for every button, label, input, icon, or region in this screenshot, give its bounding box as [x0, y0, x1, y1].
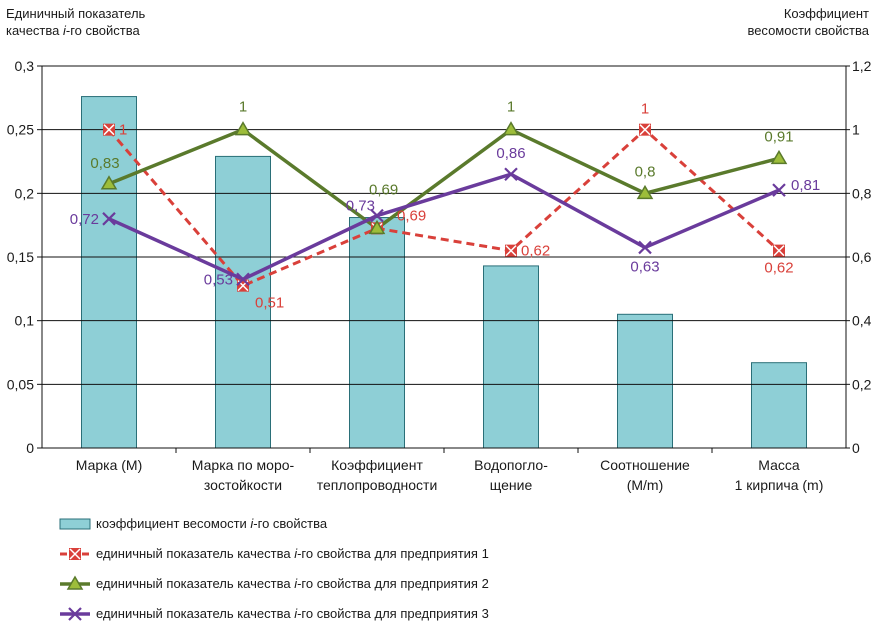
series-point [370, 208, 384, 223]
point-triangle [100, 175, 118, 190]
legend-swatch-bar [59, 518, 91, 530]
series-point [368, 219, 386, 235]
bar [349, 217, 405, 449]
point-triangle [636, 184, 654, 200]
data-label: 0,51 [255, 295, 284, 312]
left-tick-label: 0,3 [15, 58, 35, 74]
left-tick-label: 0,05 [7, 376, 34, 392]
category-label: теплопроводности [317, 477, 438, 493]
point-triangle [234, 121, 252, 136]
right-tick-label: 1 [852, 122, 860, 138]
point-triangle [502, 121, 520, 136]
point-x [638, 240, 652, 255]
series-point [66, 575, 84, 590]
point-x [370, 208, 384, 223]
category-label: Марка (М) [76, 457, 143, 473]
bar [483, 265, 539, 449]
series-point [636, 184, 654, 200]
category-label: Масса [758, 457, 800, 473]
category-label: щение [490, 477, 533, 493]
data-label: 1 [507, 99, 515, 116]
category-label: (М/m) [627, 477, 664, 493]
left-tick-label: 0,1 [15, 313, 35, 329]
series-point [237, 279, 249, 292]
category-label: Соотношение [600, 457, 690, 473]
left-tick-label: 0,2 [15, 185, 35, 201]
right-tick-label: 0,4 [852, 313, 872, 329]
series-line [107, 128, 781, 288]
data-label: 0,69 [397, 207, 426, 224]
left-axis-title: Единичный показатель качества i-го свойс… [6, 5, 145, 39]
data-label: 0,81 [791, 177, 820, 194]
series-point [69, 548, 81, 560]
series-point [502, 121, 520, 136]
data-label: 1 [119, 122, 127, 139]
right-tick-label: 0,8 [852, 185, 872, 201]
series-point [68, 607, 82, 621]
point-triangle [770, 149, 788, 165]
left-axis-title-line1: Единичный показатель [6, 6, 146, 21]
point-cross [69, 548, 81, 560]
series-line [108, 127, 780, 231]
category-label: Коэффициент [331, 457, 423, 473]
right-axis-title-line1: Коэффициент [783, 6, 869, 21]
point-cross [639, 124, 651, 136]
bar [215, 155, 271, 449]
series-point [639, 123, 651, 136]
bar [81, 96, 137, 449]
data-label: 0,53 [204, 271, 233, 288]
data-label: 0,91 [764, 128, 793, 145]
data-label: 0,63 [630, 258, 659, 275]
bar [617, 313, 673, 449]
series-point [638, 240, 652, 255]
data-label: 0,8 [635, 163, 656, 180]
right-tick-label: 0,2 [852, 376, 872, 392]
left-tick-label: 0,25 [7, 122, 34, 138]
series-point [102, 212, 116, 226]
series-point [504, 167, 518, 182]
left-tick-label: 0 [26, 440, 34, 456]
data-label: 1 [641, 101, 649, 118]
point-x [102, 212, 116, 226]
series-point [234, 121, 252, 136]
series-point [505, 244, 517, 257]
category-label: зостойкости [204, 477, 282, 493]
data-label: 0,62 [521, 243, 550, 260]
right-tick-label: 0,6 [852, 249, 872, 265]
data-label: 0,69 [369, 181, 398, 198]
left-tick-label: 0,15 [7, 249, 34, 265]
series-point [236, 272, 250, 287]
right-axis-title: Коэффициент весомости свойства [747, 5, 869, 39]
right-tick-label: 0 [852, 440, 860, 456]
category-label: Водопогло- [474, 457, 548, 473]
point-x [236, 272, 250, 287]
series-point [100, 175, 118, 190]
point-triangle [368, 219, 386, 235]
point-x [68, 607, 82, 621]
series-point [773, 244, 785, 257]
bar [751, 362, 807, 449]
left-axis-title-line2: качества i-го свойства [6, 23, 140, 38]
point-triangle [66, 575, 84, 590]
data-label: 0,86 [496, 145, 525, 162]
category-label: Марка по моро- [192, 457, 295, 473]
data-label: 0,73 [346, 198, 375, 215]
point-cross [103, 124, 115, 136]
data-label: 0,72 [70, 211, 99, 228]
series-point [772, 183, 786, 197]
right-axis-title-line2: весомости свойства [747, 23, 869, 38]
point-x [504, 167, 518, 182]
category-label: 1 кирпича (m) [735, 477, 824, 493]
point-x [772, 183, 786, 197]
series-point [103, 123, 115, 136]
right-tick-label: 1,2 [852, 58, 872, 74]
point-cross [773, 245, 785, 257]
data-label: 1 [239, 99, 247, 116]
point-cross [505, 245, 517, 257]
data-label: 0,83 [90, 155, 119, 172]
data-label: 0,62 [764, 260, 793, 277]
series-line [108, 172, 780, 282]
series-point [770, 149, 788, 165]
